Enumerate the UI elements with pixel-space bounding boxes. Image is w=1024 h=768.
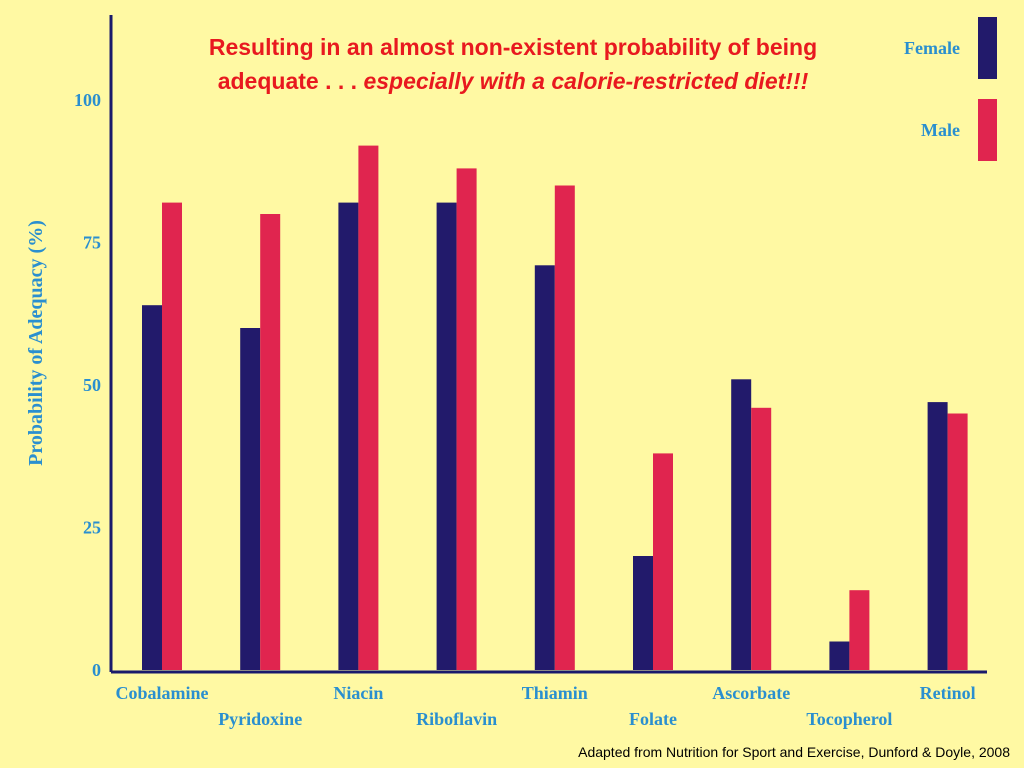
y-axis-ticks: 0 25 50 75 100	[74, 90, 101, 680]
bar-female-tocopherol	[829, 641, 850, 670]
bar-male-niacin	[358, 145, 379, 671]
x-tick-label: Folate	[629, 709, 677, 729]
x-tick-label: Retinol	[920, 683, 976, 703]
x-axis-labels: Cobalamine Pyridoxine Niacin Riboflavin Thia…	[115, 683, 975, 729]
bar-male-pyridoxine	[260, 214, 281, 670]
bar-male-cobalamine	[162, 202, 182, 670]
slide-title: Resulting in an almost non-existent prob…	[178, 30, 848, 98]
x-tick-label: Pyridoxine	[218, 709, 302, 729]
bar-female-folate	[633, 556, 653, 670]
x-tick-label: Riboflavin	[416, 709, 497, 729]
y-tick-label: 25	[83, 518, 101, 538]
bar-female-thiamin	[534, 265, 555, 670]
x-tick-label: Ascorbate	[712, 683, 790, 703]
bar-male-tocopherol	[849, 590, 870, 670]
x-tick-label: Tocopherol	[806, 709, 892, 729]
bar-male-retinol	[947, 413, 968, 670]
y-axis-label: Probability of Adequacy (%)	[25, 220, 47, 466]
bar-female-retinol	[927, 402, 948, 670]
x-tick-label: Thiamin	[522, 683, 588, 703]
bars	[142, 145, 968, 671]
legend-label-female: Female	[904, 38, 960, 58]
y-tick-label: 75	[83, 233, 101, 253]
bar-male-ascorbate	[751, 407, 772, 670]
bar-female-pyridoxine	[240, 328, 261, 670]
x-tick-label: Cobalamine	[115, 683, 208, 703]
source-citation: Adapted from Nutrition for Sport and Exe…	[578, 744, 1010, 760]
y-tick-label: 50	[83, 375, 101, 395]
bar-female-riboflavin	[436, 202, 457, 670]
legend-label-male: Male	[921, 120, 960, 140]
title-part-1: Resulting in an almost non-existent prob…	[208, 34, 818, 94]
y-tick-label: 0	[92, 660, 101, 680]
y-tick-label: 100	[74, 90, 101, 110]
bar-female-ascorbate	[731, 379, 752, 670]
title-part-2: especially with a calorie-restricted die…	[363, 68, 809, 94]
legend-swatch-male	[978, 99, 997, 161]
legend: Female Male	[904, 17, 997, 161]
bar-female-niacin	[338, 202, 359, 670]
bar-male-folate	[653, 453, 673, 670]
bar-male-thiamin	[554, 185, 575, 670]
legend-swatch-female	[978, 17, 997, 79]
x-tick-label: Niacin	[333, 683, 383, 703]
bar-male-riboflavin	[456, 168, 477, 670]
bar-female-cobalamine	[142, 305, 162, 670]
